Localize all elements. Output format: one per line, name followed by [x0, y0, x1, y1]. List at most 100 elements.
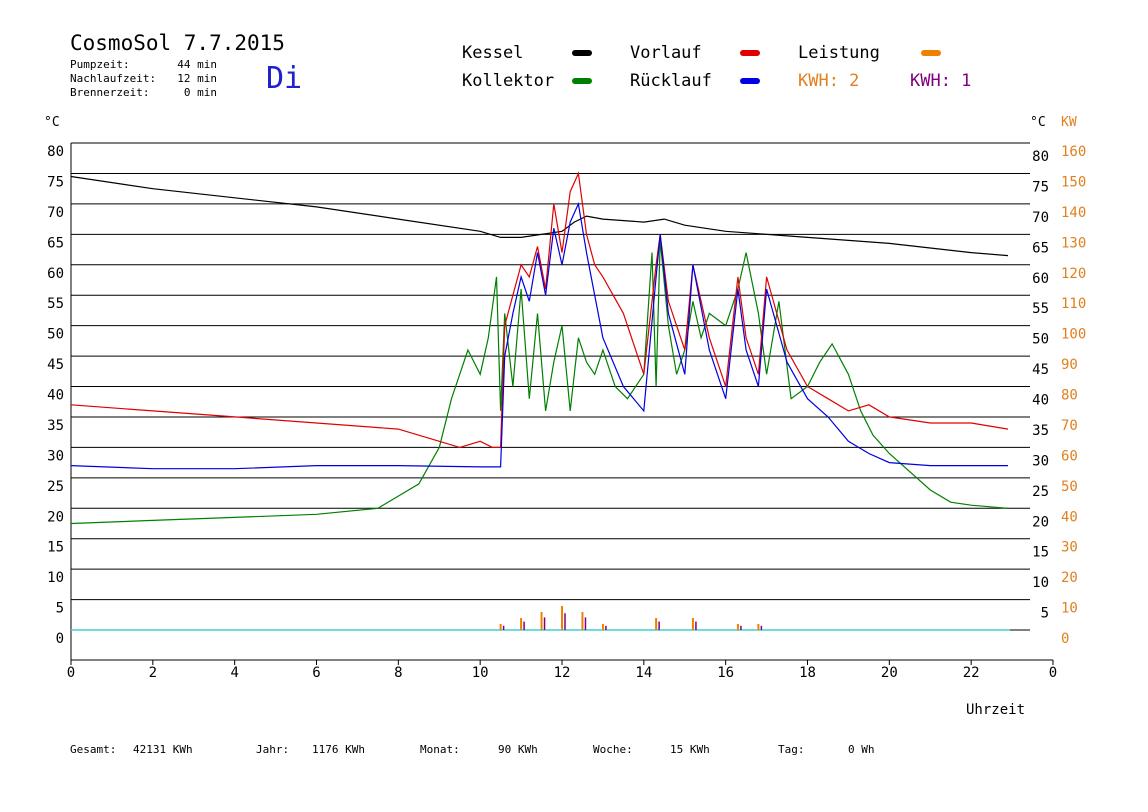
x-axis-label: Uhrzeit — [966, 702, 1025, 718]
legend: Kessel Kollektor Vorlauf Rücklauf Leistu… — [462, 43, 971, 91]
y-tick-right: 35 — [1032, 423, 1049, 439]
y-tick-left: 5 — [56, 601, 64, 617]
x-tick-label: 18 — [799, 665, 816, 681]
kw-tick: 140 — [1061, 205, 1086, 221]
kw-tick: 30 — [1061, 540, 1078, 556]
x-tick-label: 10 — [472, 665, 489, 681]
kw-tick: 70 — [1061, 418, 1078, 434]
legend-label-vorlauf: Vorlauf — [630, 43, 702, 63]
right-kw-unit-label: KW — [1061, 115, 1077, 130]
legend-swatch-leistung — [921, 50, 941, 56]
x-tick-label: 16 — [717, 665, 734, 681]
info-label-nachlaufzeit: Nachlaufzeit: — [70, 72, 156, 85]
kw-tick: 10 — [1061, 601, 1078, 617]
y-tick-right: 75 — [1032, 179, 1049, 195]
y-tick-right: 10 — [1032, 575, 1049, 591]
y-tick-left: 55 — [47, 296, 64, 312]
x-tick-label: 0 — [1049, 665, 1057, 681]
legend-kwh1: KWH: 1 — [910, 71, 971, 91]
y-tick-right: 5 — [1041, 606, 1049, 622]
y-tick-right: 45 — [1032, 362, 1049, 378]
x-tick-label: 12 — [554, 665, 571, 681]
right-unit-label: °C — [1030, 115, 1046, 130]
legend-label-ruecklauf: Rücklauf — [630, 71, 712, 91]
y-tick-right: 80 — [1032, 149, 1049, 165]
y-tick-left: 30 — [47, 448, 64, 464]
y-tick-right: 65 — [1032, 240, 1049, 256]
info-block: Pumpzeit: 44 min Nachlaufzeit: 12 min Br… — [70, 58, 217, 99]
y-tick-left: 10 — [47, 570, 64, 586]
footer-value-jahr: 1176 KWh — [312, 743, 365, 756]
info-value-brennerzeit: 0 min — [184, 86, 217, 99]
kw-tick: 100 — [1061, 327, 1086, 343]
x-tick-label: 8 — [394, 665, 402, 681]
x-tick-label: 14 — [635, 665, 652, 681]
y-tick-left: 80 — [47, 144, 64, 160]
y-tick-right: 50 — [1032, 332, 1049, 348]
y-tick-right: 20 — [1032, 514, 1049, 530]
footer-label-gesamt: Gesamt: — [70, 743, 116, 756]
ticks: 8075706560555045403530252015105080757065… — [47, 144, 1086, 681]
ruecklauf-line — [70, 201, 1008, 470]
legend-kwh2: KWH: 2 — [798, 71, 859, 91]
y-tick-right: 60 — [1032, 271, 1049, 287]
series — [70, 171, 1009, 525]
weekday-label: Di — [266, 61, 302, 96]
grid — [70, 142, 1053, 661]
kw-tick: 80 — [1061, 388, 1078, 404]
y-tick-right: 55 — [1032, 301, 1049, 317]
x-tick-label: 22 — [963, 665, 980, 681]
kw-tick: 0 — [1061, 631, 1069, 647]
y-tick-right: 25 — [1032, 484, 1049, 500]
y-tick-left: 50 — [47, 327, 64, 343]
info-value-pumpzeit: 44 min — [177, 58, 217, 71]
legend-swatch-ruecklauf — [740, 78, 760, 84]
left-unit-label: °C — [44, 115, 60, 130]
y-tick-left: 65 — [47, 235, 64, 251]
info-label-brennerzeit: Brennerzeit: — [70, 86, 149, 99]
x-tick-label: 0 — [67, 665, 75, 681]
kw-tick: 160 — [1061, 144, 1086, 160]
kw-tick: 60 — [1061, 448, 1078, 464]
y-tick-right: 30 — [1032, 453, 1049, 469]
y-tick-right: 15 — [1032, 545, 1049, 561]
info-label-pumpzeit: Pumpzeit: — [70, 58, 130, 71]
power-bars — [499, 606, 763, 630]
y-tick-left: 75 — [47, 174, 64, 190]
kw-tick: 110 — [1061, 296, 1086, 312]
footer-value-monat: 90 KWh — [498, 743, 538, 756]
kessel-line — [70, 175, 1009, 257]
footer-label-monat: Monat: — [420, 743, 460, 756]
y-tick-right: 40 — [1032, 393, 1049, 409]
y-tick-left: 15 — [47, 540, 64, 556]
vorlauf-line — [70, 171, 1009, 449]
y-tick-left: 45 — [47, 357, 64, 373]
kw-tick: 40 — [1061, 509, 1078, 525]
legend-label-kessel: Kessel — [462, 43, 523, 63]
x-tick-label: 4 — [230, 665, 238, 681]
footer-value-woche: 15 KWh — [670, 743, 710, 756]
kw-tick: 130 — [1061, 235, 1086, 251]
legend-label-leistung: Leistung — [798, 43, 880, 63]
kw-tick: 150 — [1061, 174, 1086, 190]
y-tick-left: 40 — [47, 388, 64, 404]
footer-label-woche: Woche: — [593, 743, 633, 756]
legend-swatch-kollektor — [572, 78, 592, 84]
x-tick-label: 2 — [149, 665, 157, 681]
footer-label-tag: Tag: — [778, 743, 805, 756]
x-tick-label: 6 — [312, 665, 320, 681]
y-tick-left: 0 — [56, 631, 64, 647]
kw-tick: 90 — [1061, 357, 1078, 373]
y-tick-left: 25 — [47, 479, 64, 495]
footer-value-gesamt: 42131 KWh — [133, 743, 193, 756]
y-tick-left: 20 — [47, 509, 64, 525]
kw-tick: 120 — [1061, 266, 1086, 282]
y-tick-left: 70 — [47, 205, 64, 221]
footer-label-jahr: Jahr: — [256, 743, 289, 756]
y-tick-left: 35 — [47, 418, 64, 434]
chart-title: CosmoSol 7.7.2015 — [70, 31, 285, 55]
legend-swatch-vorlauf — [740, 50, 760, 56]
kollektor-line — [70, 240, 1009, 525]
legend-swatch-kessel — [572, 50, 592, 56]
